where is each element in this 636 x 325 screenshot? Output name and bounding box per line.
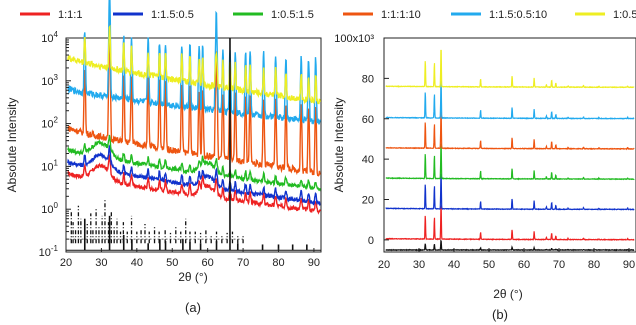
legend-label-4: 1:1.5:0.5:10 — [489, 9, 547, 21]
panel-b-y-axis: 0 20 40 60 80 100x10³ — [334, 33, 389, 247]
panel-b-series-group — [385, 49, 635, 252]
panel-a-x-tick-label: 30 — [95, 257, 107, 269]
panel-a-y-axis: 10-1 100 101 102 103 104 — [39, 30, 71, 259]
panel-b-linear-chart: 20 30 40 50 60 70 80 90 0 20 40 60 80 100x10³ Absolu… — [332, 33, 636, 322]
panel-a-x-tick-label: 90 — [308, 257, 320, 269]
panel-a-x-tick-label: 70 — [237, 257, 249, 269]
panel-a-x-axis: 20 30 40 50 60 70 80 90 — [60, 248, 320, 269]
panel-b-x-axis: 20 30 40 50 60 70 80 90 — [378, 248, 635, 271]
panel-a-x-axis-label: 2θ (°) — [178, 270, 207, 284]
panel-a-y-tick-label: 104 — [41, 30, 58, 45]
panel-b-x-tick-label: 70 — [553, 259, 565, 271]
legend: 1:1:1 1:1.5:0.5 1:0.5:1.5 1:1:1:10 1:1.5:0.5… — [20, 9, 636, 21]
panel-b-x-tick-label: 60 — [518, 259, 530, 271]
panel-b-x-tick-label: 80 — [588, 259, 600, 271]
panel-a-y-tick-label: 101 — [41, 158, 58, 173]
panel-a-reference-pattern — [66, 38, 321, 251]
legend-label-0: 1:1:1 — [58, 9, 82, 21]
panel-a-series-1 — [67, 144, 321, 206]
panel-b-series-0 — [385, 239, 635, 252]
panel-b-y-axis-label: Absolute Intensity — [332, 98, 346, 193]
panel-a-y-tick-label: 100 — [41, 201, 58, 216]
legend-label-2: 1:0.5:1.5 — [271, 9, 314, 21]
panel-a-plot-frame — [65, 37, 322, 253]
panel-a-y-tick-label: 10-1 — [39, 244, 59, 259]
panel-b-label: (b) — [492, 307, 508, 322]
panel-a-log-chart: 20 30 40 50 60 70 80 90 10-1 100 101 102 103 104 Abs… — [5, 0, 322, 315]
panel-a-x-tick-label: 80 — [272, 257, 284, 269]
panel-b-x-tick-label: 90 — [623, 259, 635, 271]
panel-b-x-tick-label: 40 — [448, 259, 460, 271]
panel-b-y-tick-label: 0 — [368, 235, 374, 247]
panel-a-x-tick-label: 60 — [202, 257, 214, 269]
panel-b-plot-frame — [383, 37, 636, 253]
panel-b-x-axis-label: 2θ (°) — [493, 287, 522, 301]
panel-b-x-tick-label: 20 — [378, 259, 390, 271]
panel-a-y-tick-label: 103 — [41, 73, 58, 88]
legend-label-3: 1:1:1:10 — [381, 9, 421, 21]
panel-b-series-1 — [385, 204, 635, 241]
legend-label-5: 1:0.5:1.5:10 — [613, 9, 636, 21]
panel-b-series-4 — [385, 110, 635, 151]
panel-a-x-tick-label: 20 — [60, 257, 72, 269]
panel-b-y-tick-label: 20 — [362, 195, 374, 207]
panel-b-y-tick-label: 60 — [362, 114, 374, 126]
panel-a-x-tick-label: 40 — [131, 257, 143, 269]
panel-a-label: (a) — [185, 300, 201, 315]
panel-b-series-6 — [385, 49, 635, 89]
panel-b-x-tick-label: 50 — [483, 259, 495, 271]
panel-b-x-tick-label: 30 — [413, 259, 425, 271]
panel-a-series-group — [67, 0, 321, 215]
panel-b-y-tick-label: 40 — [362, 154, 374, 166]
panel-a-x-tick-label: 50 — [166, 257, 178, 269]
panel-a-series-5 — [67, 24, 321, 105]
panel-a-series-2 — [67, 134, 321, 192]
panel-b-y-tick-label: 80 — [362, 73, 374, 85]
panel-b-series-5 — [385, 79, 635, 120]
legend-label-1: 1:1.5:0.5 — [151, 9, 194, 21]
panel-a-series-0 — [67, 154, 321, 215]
panel-b-series-2 — [385, 173, 635, 211]
panel-b-y-tick-label: 100x10³ — [334, 33, 374, 45]
panel-a-y-axis-label: Absolute Intensity — [5, 98, 19, 193]
panel-a-series-4 — [67, 0, 321, 125]
panel-b-series-3 — [385, 143, 635, 181]
panel-a-y-tick-label: 102 — [41, 116, 58, 131]
